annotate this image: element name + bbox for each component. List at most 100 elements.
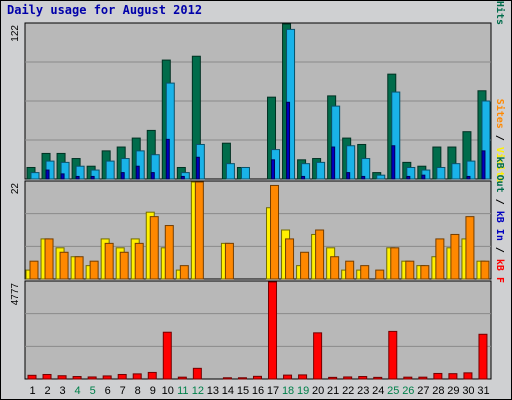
bar-sites-day-17 [270, 184, 280, 280]
x-tick-label: 26 [402, 385, 414, 397]
bar-kbf-day-27 [418, 376, 428, 380]
bar-pages-day-17 [271, 159, 276, 180]
series-legend: Sites / Visits [494, 99, 506, 183]
bar-files-day-14 [225, 163, 235, 180]
x-tick-label: 3 [60, 385, 66, 397]
bar-kbf-day-5 [87, 376, 97, 380]
x-tick-label: 13 [207, 385, 219, 397]
bar-pages-day-3 [60, 173, 65, 180]
bar-kbf-day-22 [343, 376, 353, 380]
x-tick-label: 23 [357, 385, 369, 397]
bar-files-day-3 [60, 161, 70, 180]
bar-pages-day-9 [150, 172, 155, 180]
bar-kbf-day-10 [162, 331, 172, 380]
legend-kbin: kB In [494, 211, 505, 241]
bar-pages-day-5 [90, 175, 95, 180]
bar-kbf-day-7 [117, 373, 127, 380]
bar-kbf-day-18 [283, 374, 293, 380]
x-tick-label: 29 [447, 385, 459, 397]
bar-files-day-7 [120, 158, 130, 180]
bar-files-day-5 [90, 169, 100, 180]
bar-files-day-20 [316, 161, 326, 180]
bar-files-day-8 [135, 150, 145, 180]
bar-pages-day-19 [301, 175, 306, 180]
bar-files-day-28 [436, 166, 446, 180]
bar-kbf-day-8 [132, 373, 142, 380]
bar-files-day-6 [105, 160, 115, 180]
bar-kbf-day-21 [328, 376, 338, 380]
bar-sites-day-25 [390, 247, 400, 280]
bar-pages-day-7 [120, 172, 125, 180]
bar-pages-day-12 [195, 156, 200, 180]
bar-sites-day-22 [345, 260, 355, 280]
bar-kbf-day-11 [177, 376, 187, 380]
bar-sites-day-9 [149, 216, 159, 280]
bar-pages-day-2 [45, 169, 50, 180]
bar-files-day-22 [346, 145, 356, 180]
legend-separator: / [494, 241, 505, 259]
bar-pages-day-4 [75, 175, 80, 180]
bar-sites-day-3 [59, 251, 69, 280]
bar-kbf-day-2 [42, 373, 52, 380]
panel-hits-files-pages: 122 Pages / Files / Hits [10, 1, 506, 180]
bar-sites-day-4 [74, 256, 84, 280]
ymax-label: 122 [10, 25, 21, 42]
x-tick-label: 1 [29, 385, 35, 397]
x-tick-label: 21 [327, 385, 339, 397]
bar-files-day-19 [301, 163, 311, 180]
x-tick-label: 7 [120, 385, 126, 397]
bar-pages-day-22 [346, 172, 351, 180]
bar-sites-day-11 [179, 265, 189, 280]
bar-sites-day-14 [224, 242, 234, 280]
legend-sites: Sites [494, 99, 506, 129]
x-tick-label: 10 [162, 385, 174, 397]
x-tick-label: 16 [252, 385, 264, 397]
x-tick-label: 25 [387, 385, 399, 397]
bar-sites-day-18 [285, 238, 295, 280]
bar-kbf-day-29 [448, 373, 458, 380]
x-tick-label: 5 [90, 385, 96, 397]
bar-sites-day-31 [480, 260, 490, 280]
x-tick-label: 11 [177, 385, 188, 397]
x-tick-label: 27 [417, 385, 429, 397]
bar-files-day-4 [75, 165, 85, 180]
bar-pages-day-27 [421, 174, 426, 180]
bar-sites-day-28 [435, 238, 445, 280]
chart-title: Daily usage for August 2012 [7, 3, 203, 17]
bar-kbf-day-6 [102, 375, 112, 380]
bar-files-day-11 [180, 172, 190, 180]
bar-files-day-30 [466, 160, 476, 180]
x-tick-label: 12 [192, 385, 204, 397]
series-legend: Pages / Files / Hits [494, 1, 506, 25]
bar-pages-day-31 [481, 150, 486, 180]
x-tick-label: 14 [222, 385, 234, 397]
bar-pages-day-11 [180, 175, 185, 180]
bar-files-day-24 [376, 174, 386, 180]
x-tick-label: 28 [432, 385, 444, 397]
bar-sites-day-19 [300, 251, 310, 280]
bar-sites-day-27 [420, 265, 430, 280]
legend-visits: Visits [494, 147, 506, 183]
x-tick-label: 20 [312, 385, 324, 397]
bar-kbf-day-16 [252, 375, 262, 380]
bar-sites-day-23 [360, 265, 370, 280]
bar-kbf-day-12 [192, 367, 202, 380]
panel-visits-sites: 22 Sites / Visits [10, 99, 506, 280]
bar-kbf-day-25 [388, 330, 398, 380]
bar-kbf-day-23 [358, 376, 368, 380]
bar-sites-day-20 [315, 229, 325, 280]
panel-background [24, 280, 492, 380]
x-axis: 1 2 3 4 5 6 7 8 9 10 11 12 13 14 15 16 17 18 19 20 21 22 23 24 2… [29, 385, 489, 397]
bar-sites-day-5 [89, 260, 99, 280]
x-tick-label: 31 [477, 385, 489, 397]
x-tick-label: 24 [372, 385, 384, 397]
bar-files-day-27 [421, 169, 431, 180]
bar-sites-day-29 [450, 233, 460, 280]
x-tick-label: 6 [105, 385, 111, 397]
bar-files-day-29 [451, 163, 461, 180]
bar-kbf-day-30 [463, 372, 473, 380]
bar-files-day-31 [481, 100, 491, 180]
bar-sites-day-10 [164, 225, 174, 280]
bar-kbf-day-3 [57, 375, 67, 380]
